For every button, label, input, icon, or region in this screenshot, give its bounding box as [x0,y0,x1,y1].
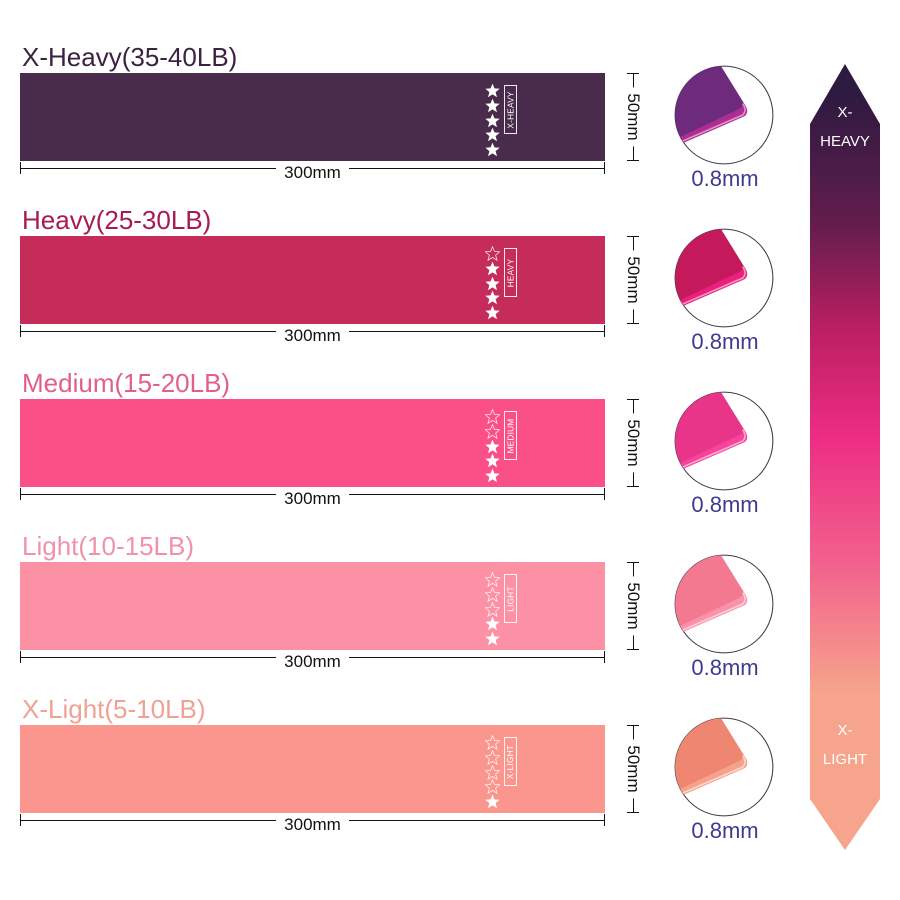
svg-text:HEAVY: HEAVY [820,133,870,150]
svg-text:LIGHT: LIGHT [823,751,867,768]
svg-text:X-: X- [838,722,853,739]
svg-text:X-: X- [838,104,853,121]
